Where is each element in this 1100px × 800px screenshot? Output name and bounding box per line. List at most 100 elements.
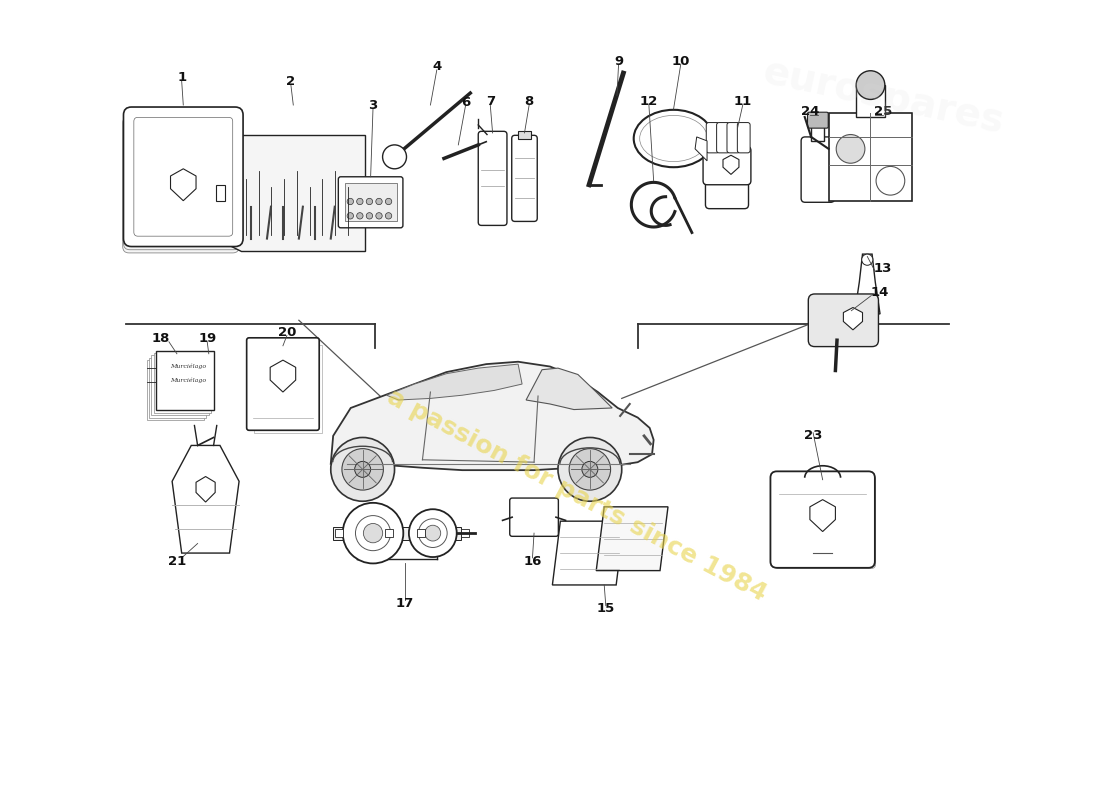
Text: a passion for parts since 1984: a passion for parts since 1984	[383, 385, 770, 606]
FancyBboxPatch shape	[774, 475, 876, 569]
FancyBboxPatch shape	[246, 338, 319, 430]
Circle shape	[569, 449, 611, 490]
Text: 10: 10	[672, 54, 690, 68]
Bar	[856, 85, 884, 117]
Text: 15: 15	[596, 602, 615, 615]
Bar	[249, 340, 317, 428]
Polygon shape	[196, 477, 216, 502]
FancyBboxPatch shape	[772, 473, 873, 566]
Text: 23: 23	[804, 430, 823, 442]
FancyBboxPatch shape	[339, 177, 403, 228]
Circle shape	[861, 254, 873, 266]
Text: Murciélago: Murciélago	[170, 378, 207, 383]
Bar	[216, 185, 225, 201]
Text: 24: 24	[801, 105, 820, 118]
FancyBboxPatch shape	[706, 122, 719, 153]
Circle shape	[425, 526, 441, 541]
Text: 7: 7	[485, 94, 495, 107]
Polygon shape	[552, 521, 624, 585]
Text: 19: 19	[198, 332, 217, 345]
Circle shape	[366, 198, 373, 205]
Circle shape	[331, 438, 395, 502]
Circle shape	[876, 166, 905, 195]
Circle shape	[343, 503, 404, 563]
Polygon shape	[695, 137, 707, 161]
Text: 8: 8	[525, 94, 533, 107]
Polygon shape	[723, 155, 739, 174]
Circle shape	[385, 198, 392, 205]
Text: 16: 16	[524, 554, 541, 567]
Text: 20: 20	[277, 326, 296, 338]
Text: 3: 3	[368, 98, 377, 111]
Circle shape	[856, 70, 884, 99]
Bar	[254, 345, 321, 433]
Circle shape	[558, 438, 622, 502]
Polygon shape	[844, 307, 862, 330]
Polygon shape	[226, 135, 364, 250]
Circle shape	[355, 515, 390, 550]
Circle shape	[376, 198, 382, 205]
Bar	[146, 360, 204, 420]
Bar	[152, 355, 209, 415]
Text: 11: 11	[734, 94, 752, 107]
FancyBboxPatch shape	[509, 498, 559, 536]
Text: 14: 14	[870, 286, 889, 299]
Text: 21: 21	[168, 554, 186, 567]
Circle shape	[409, 510, 456, 557]
Bar	[156, 350, 213, 410]
FancyBboxPatch shape	[124, 110, 241, 246]
Polygon shape	[526, 368, 613, 410]
Circle shape	[418, 518, 448, 547]
Text: 2: 2	[286, 74, 296, 88]
Text: 18: 18	[152, 332, 170, 345]
Bar	[344, 183, 396, 222]
FancyBboxPatch shape	[123, 107, 243, 246]
Circle shape	[354, 462, 371, 478]
Text: 9: 9	[614, 54, 623, 68]
FancyBboxPatch shape	[737, 122, 750, 153]
FancyBboxPatch shape	[478, 131, 507, 226]
Circle shape	[376, 213, 382, 219]
Text: 13: 13	[874, 262, 892, 275]
Bar	[333, 526, 461, 539]
FancyBboxPatch shape	[801, 137, 835, 202]
Bar	[461, 529, 469, 537]
Polygon shape	[810, 500, 835, 531]
Polygon shape	[855, 254, 880, 314]
Bar	[417, 529, 425, 537]
Text: 1: 1	[177, 70, 186, 84]
Polygon shape	[331, 362, 653, 470]
FancyBboxPatch shape	[727, 122, 739, 153]
Text: Murciélago: Murciélago	[170, 364, 207, 369]
Text: 17: 17	[396, 597, 414, 610]
Circle shape	[366, 213, 373, 219]
Bar	[154, 353, 211, 413]
Bar	[148, 358, 207, 418]
Circle shape	[348, 198, 353, 205]
Circle shape	[356, 213, 363, 219]
FancyBboxPatch shape	[123, 114, 240, 250]
Bar	[518, 130, 531, 138]
Circle shape	[363, 523, 383, 542]
Polygon shape	[596, 507, 668, 570]
Circle shape	[342, 449, 384, 490]
Circle shape	[356, 198, 363, 205]
FancyBboxPatch shape	[716, 122, 729, 153]
Circle shape	[582, 462, 597, 478]
Bar	[828, 113, 912, 201]
Bar	[252, 342, 319, 430]
Circle shape	[348, 213, 353, 219]
FancyBboxPatch shape	[705, 173, 748, 209]
FancyBboxPatch shape	[703, 146, 751, 185]
Circle shape	[836, 134, 865, 163]
Polygon shape	[170, 169, 196, 201]
FancyBboxPatch shape	[808, 294, 879, 346]
Text: 12: 12	[640, 94, 658, 107]
FancyBboxPatch shape	[807, 112, 828, 128]
Text: 4: 4	[432, 60, 441, 74]
FancyBboxPatch shape	[770, 471, 875, 568]
FancyBboxPatch shape	[512, 135, 537, 222]
Text: eurospares: eurospares	[759, 53, 1008, 141]
Polygon shape	[386, 364, 522, 400]
Text: 6: 6	[461, 96, 470, 109]
